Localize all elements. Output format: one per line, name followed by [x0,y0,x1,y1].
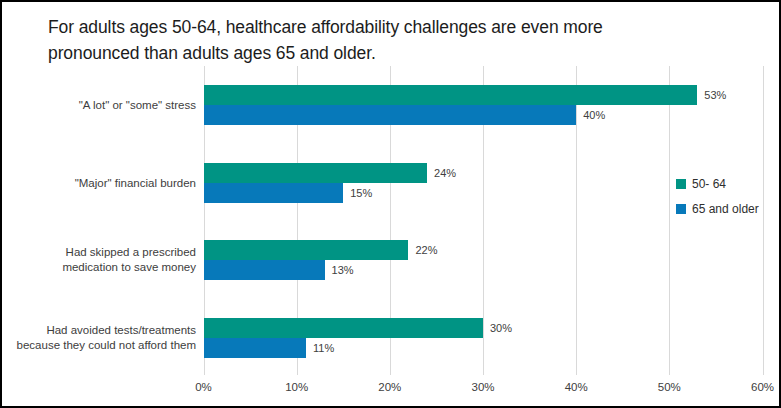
axis-tick [576,369,577,375]
bar-data-label: 53% [704,85,726,105]
bar-data-label: 15% [350,183,372,203]
axis-tick [763,369,764,375]
bar-age-65-older [204,105,577,125]
bar-age-50-64 [204,163,428,183]
bar-age-50-64 [204,85,698,105]
x-axis-tick-label: 60% [733,381,781,393]
gridline [576,66,577,369]
bar-age-50-64 [204,240,409,260]
gridline [669,66,670,369]
legend-entry-age-65-older: 65 and older [676,202,759,216]
bar-age-50-64 [204,318,484,338]
category-label: Had skipped a prescribed medication to s… [2,245,196,275]
bar-data-label: 40% [583,105,605,125]
x-axis-tick-label: 0% [174,381,234,393]
x-axis-tick-label: 10% [267,381,327,393]
legend-swatch-icon [676,179,686,189]
chart-frame: For adults ages 50-64, healthcare afford… [0,0,781,408]
category-label: "Major" financial burden [2,175,196,190]
bar-data-label: 13% [332,260,354,280]
legend-label: 50- 64 [692,177,726,191]
axis-tick [669,369,670,375]
bar-data-label: 22% [415,240,437,260]
category-label: "A lot" or "some" stress [2,98,196,113]
axis-tick [297,369,298,375]
bar-age-65-older [204,260,325,280]
bar-data-label: 24% [434,163,456,183]
bar-data-label: 30% [490,318,512,338]
x-axis-tick-label: 30% [453,381,513,393]
x-axis-tick-label: 20% [360,381,420,393]
x-axis-tick-label: 50% [639,381,699,393]
gridline [763,66,764,369]
bar-age-65-older [204,183,344,203]
x-axis-tick-label: 40% [546,381,606,393]
axis-tick [483,369,484,375]
legend-label: 65 and older [692,202,759,216]
legend-swatch-icon [676,204,686,214]
bar-data-label: 11% [313,338,334,358]
axis-tick [204,369,205,375]
axis-tick [390,369,391,375]
category-label: Had avoided tests/treatments because the… [2,323,196,353]
bar-age-65-older [204,338,306,358]
bar-chart-plot-area: 53% 40% 24% 15% 22% 13% 30% 11% "A lot" or "som… [2,2,781,408]
legend-entry-age-50-64: 50- 64 [676,177,726,191]
